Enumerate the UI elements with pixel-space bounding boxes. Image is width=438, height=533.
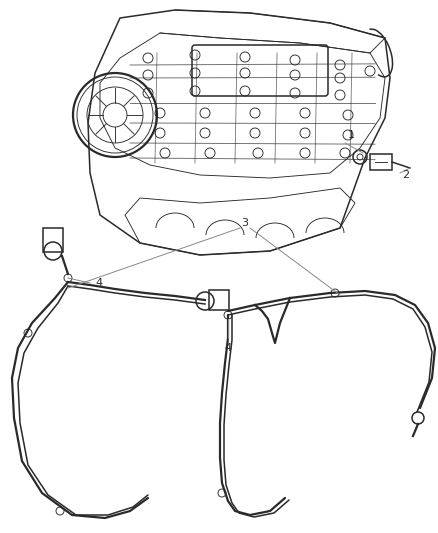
Text: 4: 4 bbox=[95, 278, 102, 288]
Text: 1: 1 bbox=[348, 130, 355, 140]
Text: 3: 3 bbox=[241, 218, 248, 228]
Text: 4: 4 bbox=[224, 343, 232, 353]
Text: 2: 2 bbox=[402, 170, 409, 180]
